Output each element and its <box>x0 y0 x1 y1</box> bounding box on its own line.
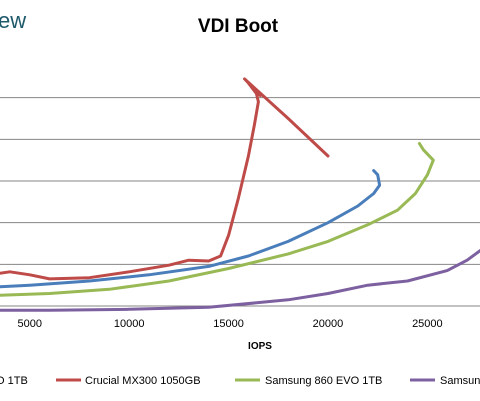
legend: O 1TB Crucial MX300 1050GB Samsung 860 EVO… <box>0 375 480 387</box>
series-line-1 <box>0 77 330 281</box>
logo-text: ew <box>0 8 26 33</box>
gridlines <box>0 97 480 307</box>
legend-label: O 1TB <box>0 375 28 387</box>
chart-title: VDI Boot <box>198 16 279 37</box>
x-tick-label: 25000 <box>412 318 443 330</box>
legend-label: Crucial MX300 1050GB <box>85 375 201 387</box>
series-line-0 <box>0 169 382 289</box>
x-axis-label: IOPS <box>248 341 272 352</box>
x-tick-label: 20000 <box>313 318 344 330</box>
x-tick-label: 15000 <box>213 318 244 330</box>
x-axis-ticks: 5000 10000 15000 20000 25000 <box>18 318 443 330</box>
x-tick-label: 10000 <box>114 318 145 330</box>
series-line-3 <box>0 248 480 312</box>
legend-label: Samsun <box>440 375 480 387</box>
series-line-2 <box>0 142 435 297</box>
x-tick-label: 5000 <box>18 318 42 330</box>
legend-label: Samsung 860 EVO 1TB <box>265 375 382 387</box>
plot-area <box>0 77 480 312</box>
